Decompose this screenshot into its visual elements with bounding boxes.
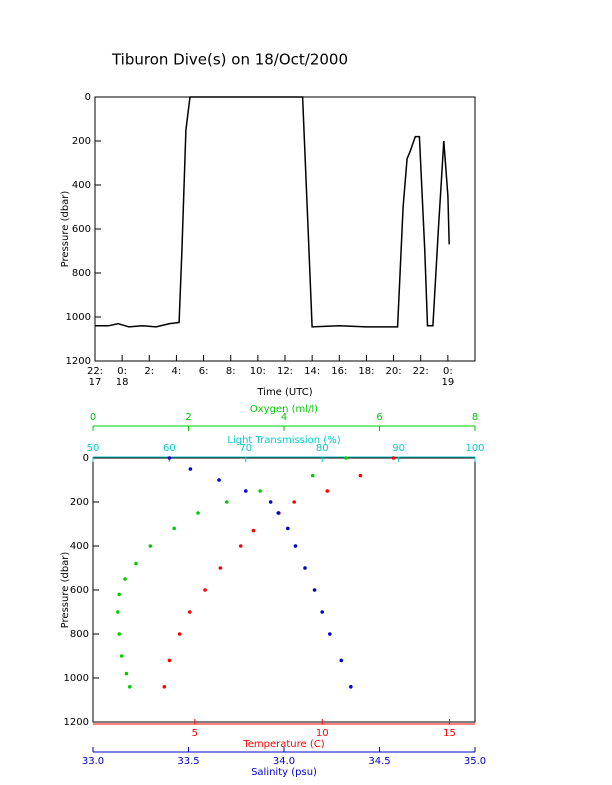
data-point — [177, 632, 182, 636]
y-tick-label: 800 — [70, 629, 89, 640]
y-tick-label: 0 — [83, 453, 89, 464]
y-tick-label: 1200 — [64, 717, 89, 728]
data-point — [123, 577, 127, 581]
data-point — [117, 592, 122, 597]
chart-title: Tiburon Dive(s) on 18/Oct/2000 — [111, 51, 348, 69]
x-tick-label: 4: — [172, 366, 182, 377]
x-tick-label: 10 — [316, 728, 329, 739]
x-tick-label: 33.5 — [177, 756, 199, 767]
x-tick-label: 35.0 — [464, 756, 486, 767]
x-axis-title: Salinity (psu) — [251, 767, 317, 778]
y-tick-label: 0 — [85, 92, 91, 103]
x-tick-label: 8 — [472, 412, 478, 423]
x-tick-label: 90 — [392, 443, 405, 454]
y-tick-label: 600 — [70, 585, 89, 596]
x-tick-label: 6: — [199, 366, 209, 377]
x-tick-label: 20: — [386, 366, 402, 377]
data-point — [251, 528, 256, 533]
x-axis-title: Temperature (C) — [242, 739, 324, 750]
x-tick-label: 4 — [281, 412, 287, 423]
data-point — [196, 511, 200, 515]
x-tick-label: 70 — [239, 443, 252, 454]
data-point — [188, 467, 193, 471]
y-tick-label: 400 — [70, 541, 89, 552]
x-tick-label: 0: 19 — [441, 366, 454, 388]
data-point — [148, 544, 153, 548]
x-tick-label: 14: — [304, 366, 320, 377]
data-point — [203, 588, 207, 592]
x-tick-label: 2 — [185, 412, 191, 423]
data-point — [238, 544, 243, 548]
data-point — [162, 685, 167, 689]
x-tick-label: 15 — [443, 728, 456, 739]
data-point — [127, 685, 132, 689]
data-point — [328, 632, 332, 636]
data-point — [349, 685, 353, 689]
x-tick-label: 6 — [376, 412, 382, 423]
x-tick-label: 80 — [316, 443, 329, 454]
y-tick-label: 800 — [72, 268, 91, 279]
data-point — [167, 456, 172, 460]
data-point — [276, 511, 281, 515]
data-point — [286, 526, 290, 531]
x-tick-label: 8: — [226, 366, 236, 377]
x-tick-label: 0: 18 — [116, 366, 129, 388]
data-point — [119, 654, 124, 658]
x-tick-label: 10: — [250, 366, 266, 377]
data-point — [358, 473, 363, 478]
x-tick-label: 5 — [192, 728, 198, 739]
data-point — [268, 500, 273, 504]
x-tick-label: 100 — [465, 443, 484, 454]
x-tick-label: 16: — [331, 366, 347, 377]
data-point — [320, 610, 325, 614]
x-tick-label: 33.0 — [82, 756, 104, 767]
data-point — [244, 489, 248, 493]
data-point — [117, 632, 122, 636]
data-point — [124, 671, 129, 676]
x-tick-label: 34.0 — [273, 756, 295, 767]
plot-frame — [92, 457, 476, 723]
y-axis-title: Pressure (dbar) — [60, 552, 71, 629]
data-point — [167, 658, 172, 663]
data-point — [325, 489, 330, 493]
y-axis-title: Pressure (dbar) — [60, 191, 71, 268]
y-tick-label: 1000 — [66, 312, 91, 323]
data-point — [116, 610, 120, 614]
data-point — [218, 566, 223, 570]
data-point — [339, 658, 344, 663]
x-tick-label: 50 — [87, 443, 100, 454]
x-tick-label: 60 — [163, 443, 176, 454]
data-point — [344, 456, 348, 460]
data-line — [95, 96, 450, 328]
data-point — [292, 500, 296, 504]
x-axis-title: Time (UTC) — [256, 387, 312, 398]
x-tick-label: 0 — [90, 412, 96, 423]
y-tick-label: 200 — [72, 136, 91, 147]
x-tick-label: 18: — [358, 366, 374, 377]
x-tick-label: 12: — [277, 366, 293, 377]
data-point — [293, 544, 298, 548]
data-point — [312, 588, 317, 592]
x-tick-label: 22: — [413, 366, 429, 377]
y-tick-label: 400 — [72, 180, 91, 191]
data-point — [258, 489, 262, 493]
data-point — [217, 478, 221, 482]
x-axis-title: Oxygen (ml/l) — [250, 404, 318, 415]
data-point — [224, 500, 229, 504]
x-tick-label: 34.5 — [368, 756, 390, 767]
data-point — [391, 456, 396, 460]
x-tick-label: 22: 17 — [87, 366, 103, 388]
data-point — [187, 610, 192, 614]
x-tick-label: 2: — [144, 366, 154, 377]
y-tick-label: 1000 — [64, 673, 89, 684]
x-axis-title: Light Transmission (%) — [227, 435, 340, 446]
data-point — [303, 566, 307, 570]
data-point — [134, 561, 138, 566]
data-point — [172, 526, 176, 531]
data-point — [310, 473, 315, 478]
y-tick-label: 600 — [72, 224, 91, 235]
y-tick-label: 200 — [70, 497, 89, 508]
y-tick-label: 1200 — [66, 356, 91, 367]
